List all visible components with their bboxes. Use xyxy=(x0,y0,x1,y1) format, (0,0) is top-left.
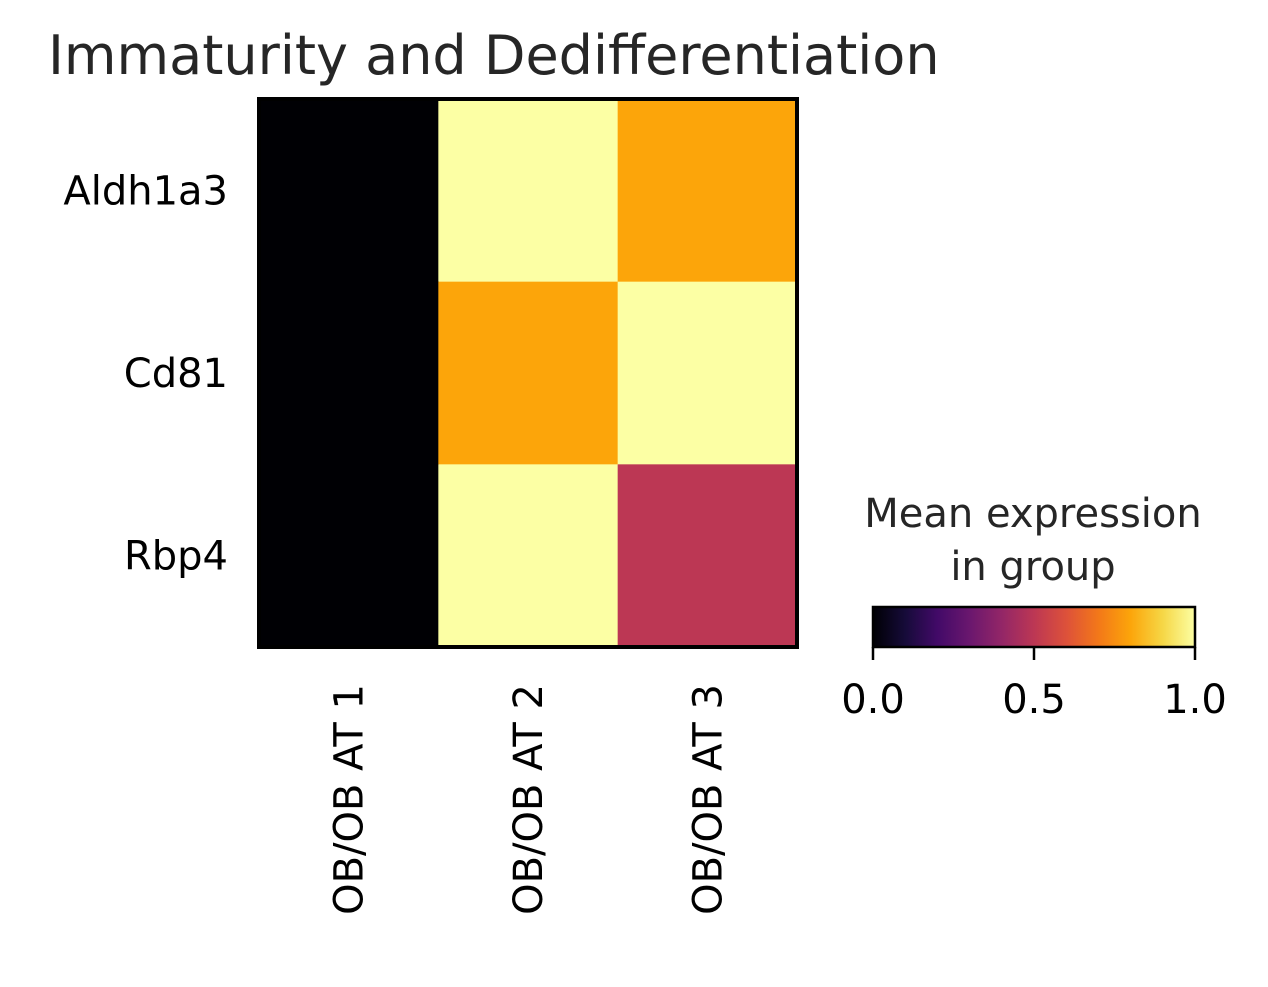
row-label: Cd81 xyxy=(124,351,228,397)
colorbar-tick-label: 0.0 xyxy=(841,677,905,723)
column-labels: OB/OB AT 1 OB/OB AT 2 OB/OB AT 3 xyxy=(327,684,732,915)
heatmap-cell xyxy=(438,281,619,465)
heatmap-cell xyxy=(438,99,619,283)
colorbar-tick-label: 0.5 xyxy=(1002,677,1066,723)
column-label: OB/OB AT 1 xyxy=(327,684,373,915)
heatmap-cell xyxy=(259,464,439,648)
heatmap-cell xyxy=(617,281,798,465)
colorbar-tick-label: 1.0 xyxy=(1163,677,1227,723)
heatmap-cell xyxy=(617,464,798,648)
row-label: Rbp4 xyxy=(124,534,228,580)
colorbar-title-line2: in group xyxy=(950,544,1115,590)
colorbar-title-line1: Mean expression xyxy=(864,491,1201,537)
column-label: OB/OB AT 3 xyxy=(685,684,731,915)
column-label: OB/OB AT 2 xyxy=(506,684,552,915)
chart-title: Immaturity and Dedifferentiation xyxy=(48,24,940,87)
heatmap-cell xyxy=(438,464,619,648)
plot-frame xyxy=(257,97,799,649)
heatmap-cell xyxy=(617,99,798,283)
colorbar-ticks: 0.0 0.5 1.0 xyxy=(841,647,1227,723)
row-label: Aldh1a3 xyxy=(63,168,228,214)
heatmap-cells xyxy=(259,99,798,648)
heatmap-cell xyxy=(259,281,439,465)
row-labels: Aldh1a3 Cd81 Rbp4 xyxy=(63,168,228,579)
heatmap-cell xyxy=(259,99,439,283)
colorbar-gradient xyxy=(871,605,1197,649)
colorbar: Mean expression in group 0.0 0.5 1.0 xyxy=(841,491,1227,723)
